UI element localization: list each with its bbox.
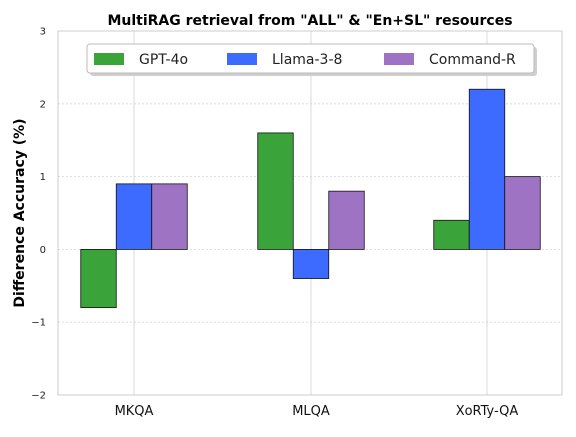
bars <box>80 88 541 309</box>
y-tick-label: −2 <box>31 391 46 402</box>
legend-label-command-r: Command-R <box>429 52 516 68</box>
y-tick-label: 3 <box>40 27 46 38</box>
bar-gpt-4o-mkqa <box>80 248 117 309</box>
bar-gpt-4o-mlqa <box>257 132 294 250</box>
y-tick-label: 0 <box>40 245 46 256</box>
plot-frame <box>57 30 563 396</box>
bar-command-r-xorty-qa <box>504 176 541 250</box>
legend-label-gpt-4o: GPT-4o <box>139 52 188 68</box>
chart-title: MultiRAG retrieval from "ALL" & "En+SL" … <box>107 13 512 29</box>
y-axis-label: Difference Accuracy (%) <box>12 118 28 307</box>
bar-command-r-mlqa <box>328 190 365 250</box>
bar-gpt-4o-xorty-qa <box>433 219 470 250</box>
x-tick-label: MLQA <box>292 404 330 419</box>
legend: GPT-4o Llama-3-8 Command-R <box>86 43 537 76</box>
bar-command-r-mkqa <box>151 183 188 250</box>
y-tick-label: 2 <box>40 99 46 110</box>
x-ticks: MKQA MLQA XoRTy-QA <box>115 404 519 419</box>
y-tick-label: −1 <box>31 318 46 329</box>
bar-llama-3-8-xorty-qa <box>468 88 506 250</box>
legend-swatch-gpt-4o <box>94 53 124 65</box>
x-tick-label: XoRTy-QA <box>456 404 519 419</box>
y-tick-label: 1 <box>40 172 46 183</box>
legend-box <box>86 43 535 74</box>
bar-llama-3-8-mkqa <box>115 183 153 250</box>
x-tick-label: MKQA <box>115 404 154 419</box>
y-ticks: −2 −1 0 1 2 3 <box>31 27 46 402</box>
legend-label-llama-3-8: Llama-3-8 <box>272 52 342 68</box>
bar-llama-3-8-mlqa <box>292 248 330 279</box>
legend-swatch-llama-3-8 <box>227 53 257 65</box>
legend-swatch-command-r <box>384 53 414 65</box>
